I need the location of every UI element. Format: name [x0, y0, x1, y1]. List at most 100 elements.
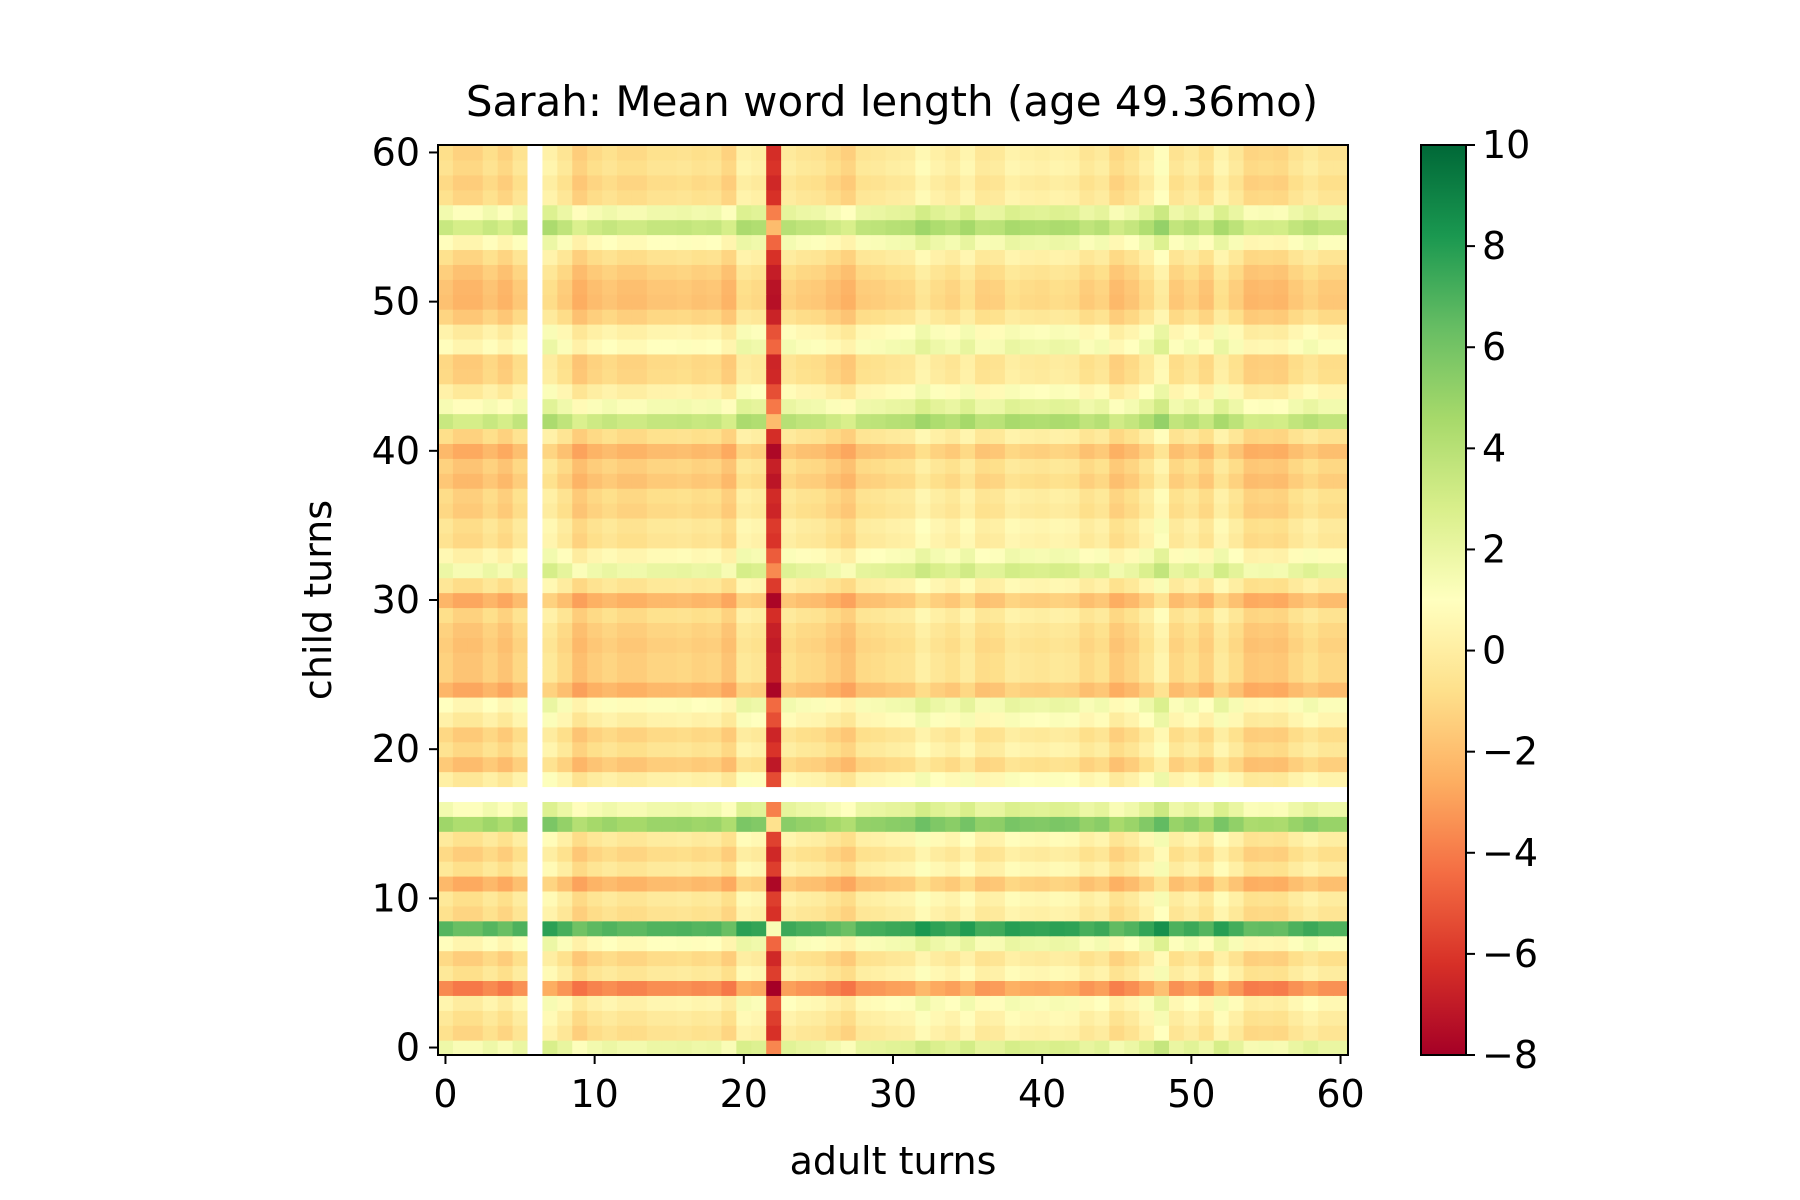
heatmap-cell [1094, 905, 1110, 922]
heatmap-cell [915, 592, 931, 609]
heatmap-cell [1213, 816, 1230, 832]
heatmap-cell [766, 145, 782, 161]
heatmap-cell [1303, 801, 1319, 817]
heatmap-cell [960, 174, 976, 191]
heatmap-cell [482, 711, 499, 728]
heatmap-cell [1139, 637, 1155, 653]
heatmap-cell [1303, 219, 1319, 236]
heatmap-cell [617, 368, 633, 385]
heatmap-cell [1198, 547, 1215, 564]
heatmap-cell [1183, 667, 1200, 683]
heatmap-cell [810, 383, 827, 400]
heatmap-cell [825, 726, 842, 743]
heatmap-cell [870, 219, 887, 236]
heatmap-cell [870, 174, 887, 191]
heatmap-cell [706, 607, 723, 623]
heatmap-cell [989, 264, 1006, 280]
heatmap-cell [1183, 980, 1200, 996]
heatmap-cell [825, 428, 842, 444]
heatmap-cell [1124, 935, 1140, 952]
heatmap-cell [736, 189, 752, 206]
heatmap-cell [661, 890, 678, 907]
heatmap-cell [1094, 831, 1110, 847]
heatmap-cell [602, 980, 618, 996]
heatmap-cell [631, 383, 648, 400]
heatmap-cell [676, 488, 693, 504]
heatmap-cell [1243, 652, 1260, 668]
heatmap-cell [467, 517, 484, 534]
heatmap-cell [542, 696, 558, 713]
heatmap-cell [1064, 935, 1081, 952]
heatmap-cell [1318, 846, 1334, 862]
heatmap-cell [1273, 637, 1289, 653]
heatmap-cell [482, 159, 499, 176]
heatmap-cell [527, 503, 544, 519]
heatmap-cell [527, 338, 544, 355]
heatmap-cell [751, 637, 767, 653]
heatmap-cell [1109, 995, 1125, 1011]
heatmap-cell [1154, 861, 1170, 877]
heatmap-cell [1094, 517, 1110, 534]
heatmap-cell [691, 741, 708, 758]
heatmap-cell [512, 532, 529, 549]
heatmap-cell [512, 965, 529, 982]
heatmap-cell [512, 145, 529, 161]
heatmap-cell [736, 711, 752, 728]
heatmap-cell [960, 264, 976, 280]
heatmap-cell [781, 204, 797, 221]
heatmap-cell [945, 517, 961, 534]
heatmap-cell [975, 159, 991, 176]
heatmap-cell [930, 324, 946, 340]
heatmap-cell [781, 696, 797, 713]
heatmap-cell [855, 174, 872, 191]
heatmap-cell [1273, 428, 1289, 444]
heatmap-cell [1333, 831, 1349, 847]
heatmap-cell [989, 607, 1006, 623]
heatmap-cell [646, 831, 663, 847]
heatmap-cell [766, 219, 782, 236]
heatmap-cell [1124, 592, 1140, 609]
x-tick-label: 50 [1167, 1072, 1215, 1116]
heatmap-cell [900, 413, 916, 430]
colorbar-tick-label: 8 [1482, 224, 1506, 268]
heatmap-cell [825, 682, 842, 698]
heatmap-cell [1064, 294, 1081, 310]
heatmap-cell [467, 264, 484, 280]
heatmap-cell [691, 234, 708, 251]
heatmap-cell [1034, 935, 1051, 952]
heatmap-cell [751, 920, 767, 937]
heatmap-cell [840, 443, 857, 459]
heatmap-cell [706, 622, 723, 638]
heatmap-cell [736, 503, 752, 519]
heatmap-cell [676, 711, 693, 728]
heatmap-cell [796, 488, 812, 504]
heatmap-cell [766, 667, 782, 683]
heatmap-cell [1019, 383, 1036, 400]
heatmap-cell [467, 383, 484, 400]
heatmap-cell [825, 189, 842, 206]
heatmap-cell [796, 383, 812, 400]
heatmap-cell [825, 652, 842, 668]
heatmap-cell [975, 816, 991, 832]
heatmap-cell [676, 234, 693, 251]
heatmap-cell [1168, 338, 1185, 355]
heatmap-cell [1094, 488, 1110, 504]
heatmap-cell [542, 667, 558, 683]
heatmap-cell [1154, 875, 1170, 892]
heatmap-cell [1109, 607, 1125, 623]
heatmap-cell [975, 294, 991, 310]
heatmap-cell [452, 965, 469, 982]
heatmap-cell [721, 309, 737, 325]
heatmap-cell [1318, 219, 1334, 236]
heatmap-cell [482, 890, 499, 907]
heatmap-cell [810, 532, 827, 549]
heatmap-cell [602, 816, 618, 832]
heatmap-cell [885, 562, 902, 579]
heatmap-cell [1273, 726, 1289, 743]
heatmap-cell [930, 398, 946, 415]
heatmap-cell [631, 920, 648, 937]
heatmap-cell [1124, 652, 1140, 668]
heatmap-cell [1318, 1040, 1334, 1056]
heatmap-cell [512, 324, 529, 340]
heatmap-cell [438, 980, 454, 996]
